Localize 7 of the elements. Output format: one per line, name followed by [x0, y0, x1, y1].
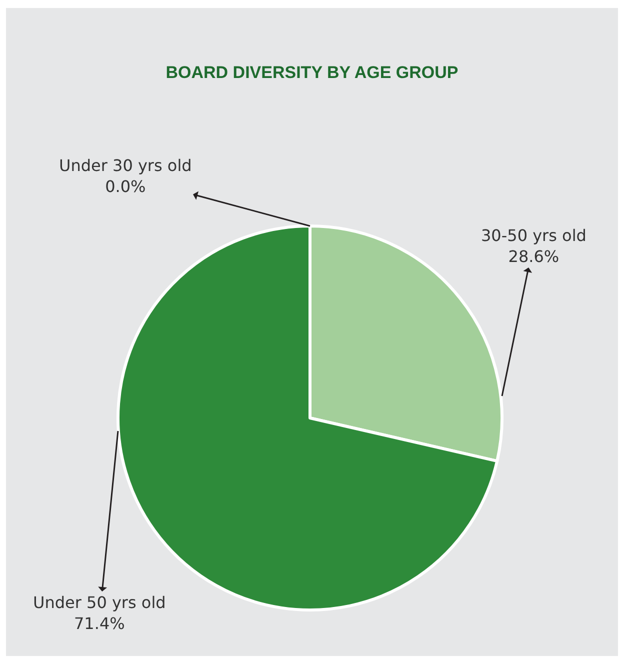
text: 0.0% [105, 176, 146, 196]
slice-label: Under 50 yrs old [33, 593, 166, 612]
chart-title: BOARD DIVERSITY BY AGE GROUP [166, 62, 458, 82]
data-label: 28.6% [508, 246, 560, 266]
slice-label: 30-50 yrs old [481, 226, 586, 245]
data-label: 71.4% [74, 614, 125, 633]
category-label: Under 30 yrs old [59, 156, 192, 175]
